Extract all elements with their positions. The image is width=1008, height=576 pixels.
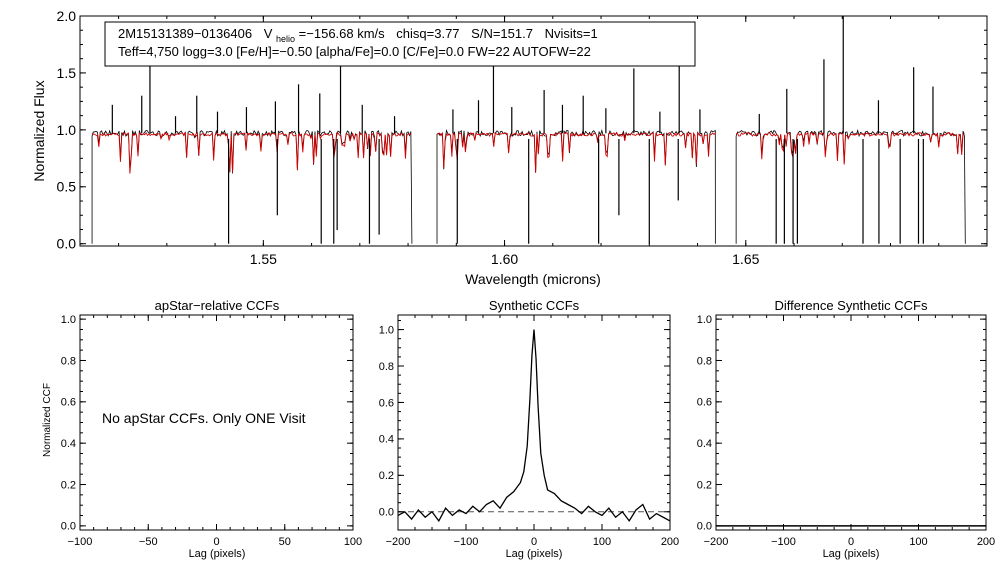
spectrum-ytick-label: 1.5 <box>57 65 77 81</box>
difference-ccf-ytick-label: 0.8 <box>697 355 712 367</box>
difference-ccf-ticks: −200 −100 0 100 200 0.0 0.2 0.4 0.6 0.8 1.0 <box>697 314 995 548</box>
spectrum-xtick-label: 1.60 <box>491 251 518 267</box>
difference-ccf-x-axis-label: Lag (pixels) <box>823 548 880 560</box>
synthetic-ccf-ytick-label: 0.0 <box>379 507 394 519</box>
apstar-ccf-xtick-label: 50 <box>279 536 291 548</box>
difference-ccf-xtick-label: 0 <box>848 536 854 548</box>
model-spectrum-chip-3 <box>735 131 965 165</box>
spectrum-y-axis-label: Normalized Flux <box>31 80 47 181</box>
synthetic-ccf-panel: Synthetic CCFs −200 −100 0 100 200 0.0 0.2 0.4 0… <box>379 298 679 560</box>
apstar-ccf-message: No apStar CCFs. Only ONE Visit <box>102 410 306 426</box>
synthetic-ccf-ytick-label: 0.4 <box>379 434 394 446</box>
apstar-ccf-xtick-label: −50 <box>139 536 158 548</box>
apstar-ccf-ytick-label: 0.0 <box>61 521 76 533</box>
spectrum-xtick-label: 1.65 <box>732 251 759 267</box>
difference-ccf-xtick-label: 200 <box>977 536 995 548</box>
difference-ccf-xtick-label: −100 <box>771 536 796 548</box>
synthetic-ccf-line <box>397 329 671 523</box>
observed-spectrum-chip-3 <box>735 129 966 244</box>
difference-ccf-ytick-label: 0.4 <box>697 438 712 450</box>
difference-ccf-xtick-label: −200 <box>704 536 729 548</box>
synthetic-ccf-ytick-label: 0.2 <box>379 470 394 482</box>
synthetic-ccf-xtick-label: 0 <box>531 536 537 548</box>
apstar-ccf-title: apStar−relative CCFs <box>155 298 280 313</box>
synthetic-ccf-title: Synthetic CCFs <box>489 298 580 313</box>
apstar-ccf-ytick-label: 0.8 <box>61 355 76 367</box>
spectrum-ytick-label: 2.0 <box>57 8 77 24</box>
apstar-ccf-ytick-label: 1.0 <box>61 314 76 326</box>
apstar-ccf-ytick-label: 0.6 <box>61 397 76 409</box>
spectrum-ticks: 1.55 1.60 1.65 0.0 0.5 1.0 1.5 2.0 <box>57 8 988 267</box>
difference-ccf-ytick-label: 0.6 <box>697 397 712 409</box>
synthetic-ccf-data-layer <box>397 329 671 523</box>
model-spectrum-chip-2 <box>436 131 716 173</box>
apstar-ccf-panel: apStar−relative CCFs −100 −50 0 50 100 0.0 0.2… <box>42 298 362 560</box>
apstar-ccf-ytick-label: 0.2 <box>61 479 76 491</box>
vhelio-symbol: V <box>264 26 273 41</box>
difference-ccf-ytick-label: 0.0 <box>697 521 712 533</box>
synthetic-ccf-frame <box>397 314 671 531</box>
header-box-frame <box>104 21 696 67</box>
header-line-2: Teff=4,750 logg=3.0 [Fe/H]=−0.50 [alpha/… <box>118 44 591 59</box>
difference-ccf-ytick-label: 0.2 <box>697 479 712 491</box>
header-box: 2M15131389−0136406 V helio =−156.68 km/s… <box>104 21 696 67</box>
difference-ccf-ytick-label: 1.0 <box>697 314 712 326</box>
nvisits-value: Nvisits=1 <box>545 26 598 41</box>
synthetic-ccf-xtick-label: −200 <box>386 536 411 548</box>
apstar-ccf-x-axis-label: Lag (pixels) <box>189 548 246 560</box>
vhelio-subscript: helio <box>276 34 295 44</box>
synthetic-ccf-ticks: −200 −100 0 100 200 0.0 0.2 0.4 0.6 0.8 1.0 <box>379 315 679 548</box>
synthetic-ccf-xtick-label: −100 <box>454 536 479 548</box>
spectrum-data-layer <box>91 16 966 244</box>
synthetic-ccf-ytick-label: 1.0 <box>379 324 394 336</box>
vhelio-value: =−156.68 km/s <box>299 26 385 41</box>
observed-spectrum-chip-2 <box>436 129 716 244</box>
apstar-ccf-xtick-label: 100 <box>344 536 362 548</box>
spectrum-ytick-label: 1.0 <box>57 122 77 138</box>
spectrum-x-axis-label: Wavelength (microns) <box>465 271 601 287</box>
apstar-ccf-ticks: −100 −50 0 50 100 0.0 0.2 0.4 0.6 0.8 1.0 <box>61 314 362 548</box>
spectrum-ytick-label: 0.5 <box>57 179 77 195</box>
apstar-ccf-xtick-label: −100 <box>68 536 93 548</box>
synthetic-ccf-ytick-label: 0.6 <box>379 397 394 409</box>
apstar-ccf-y-axis-label: Normalized CCF <box>42 383 53 457</box>
apstar-ccf-ytick-label: 0.4 <box>61 438 76 450</box>
synthetic-ccf-xtick-label: 200 <box>661 536 679 548</box>
difference-ccf-xtick-label: 100 <box>909 536 927 548</box>
synthetic-ccf-xtick-label: 100 <box>593 536 611 548</box>
spectrum-frame <box>79 15 988 247</box>
header-line-1: 2M15131389−0136406 V helio =−156.68 km/s… <box>118 26 598 45</box>
difference-ccf-frame <box>715 314 987 531</box>
difference-ccf-title: Difference Synthetic CCFs <box>775 298 928 313</box>
star-id: 2M15131389−0136406 <box>118 26 252 41</box>
spectrum-xtick-label: 1.55 <box>250 251 277 267</box>
synthetic-ccf-x-axis-label: Lag (pixels) <box>506 548 563 560</box>
synthetic-ccf-ytick-label: 0.8 <box>379 361 394 373</box>
difference-ccf-panel: Difference Synthetic CCFs −200 −100 0 100 20… <box>697 298 995 560</box>
spectrum-ytick-label: 0.0 <box>57 236 77 252</box>
apstar-ccf-xtick-label: 0 <box>213 536 219 548</box>
spectrum-panel: 1.55 1.60 1.65 0.0 0.5 1.0 1.5 2.0 2M15131389−0… <box>31 8 988 287</box>
chisq-value: chisq=3.77 <box>396 26 459 41</box>
model-spectrum-chip-1 <box>91 131 412 174</box>
snr-value: S/N=151.7 <box>471 26 533 41</box>
